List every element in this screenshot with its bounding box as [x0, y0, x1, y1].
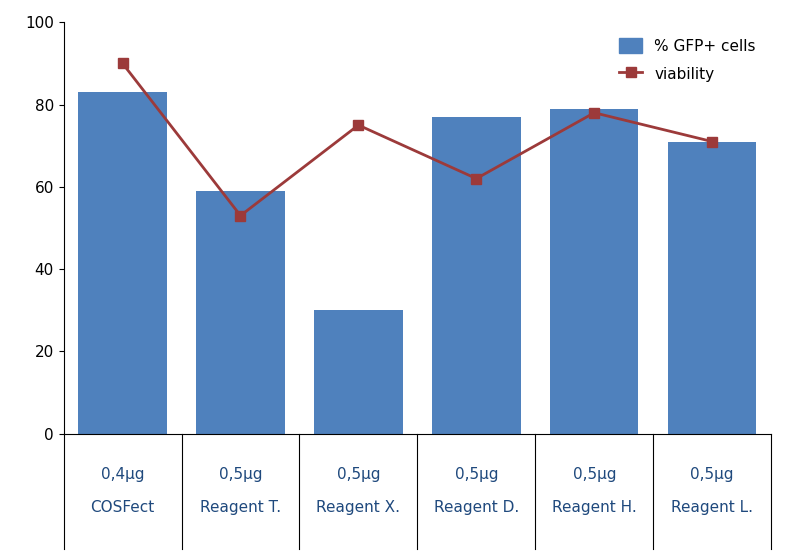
- Legend: % GFP+ cells, viability: % GFP+ cells, viability: [611, 30, 763, 90]
- Text: 0,5μg: 0,5μg: [572, 466, 616, 481]
- Text: 0,5μg: 0,5μg: [219, 466, 262, 481]
- Text: Reagent H.: Reagent H.: [552, 499, 637, 514]
- Text: Reagent D.: Reagent D.: [434, 499, 519, 514]
- Bar: [432, 117, 521, 434]
- Bar: [79, 92, 167, 434]
- Text: Reagent T.: Reagent T.: [200, 499, 281, 514]
- Text: COSFect: COSFect: [91, 499, 155, 514]
- Text: Reagent L.: Reagent L.: [671, 499, 753, 514]
- Text: 0,5μg: 0,5μg: [690, 466, 734, 481]
- Bar: [314, 310, 402, 434]
- Bar: [550, 108, 638, 434]
- Text: 0,4μg: 0,4μg: [101, 466, 145, 481]
- Text: 0,5μg: 0,5μg: [336, 466, 380, 481]
- Text: 0,5μg: 0,5μg: [455, 466, 498, 481]
- Text: Reagent X.: Reagent X.: [316, 499, 401, 514]
- Bar: [668, 142, 756, 434]
- Bar: [196, 191, 285, 434]
